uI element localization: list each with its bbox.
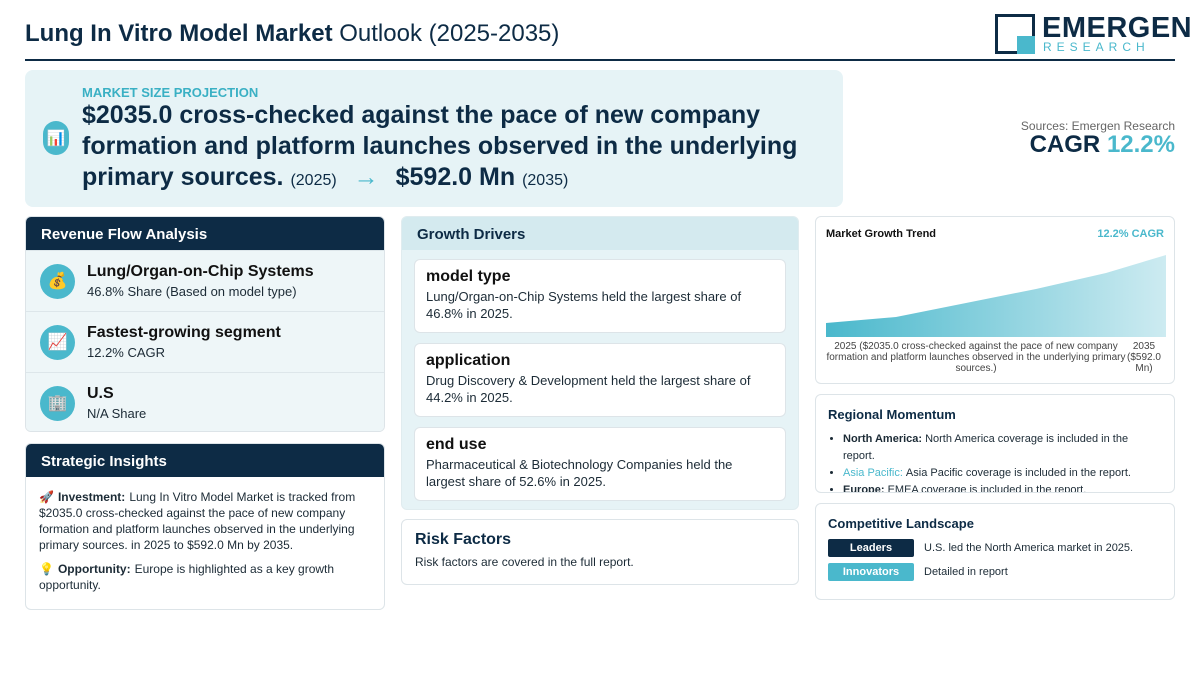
risk-text: Risk factors are covered in the full rep… xyxy=(415,555,634,569)
trend-area xyxy=(826,255,1166,337)
sources: Sources: Emergen Research xyxy=(1020,119,1175,133)
comp-row: Leaders U.S. led the North America market… xyxy=(828,539,1162,557)
insight-label: Investment: xyxy=(57,490,126,504)
comp-text: U.S. led the North America market in 202… xyxy=(924,542,1134,554)
driver-title: model type xyxy=(426,268,511,285)
card-title: Competitive Landscape xyxy=(828,516,974,531)
start-year: (2025) xyxy=(290,172,337,189)
driver-title: end use xyxy=(426,436,487,453)
risk-factors: Risk Factors Risk factors are covered in… xyxy=(401,519,799,585)
logo-mark xyxy=(995,14,1035,54)
flow-text: U.S N/A Share xyxy=(87,385,146,421)
comp-row: Innovators Detailed in report xyxy=(828,563,1162,581)
header-rule xyxy=(25,59,1175,61)
insight-label: Opportunity: xyxy=(57,562,131,576)
flow-subtitle: 12.2% CAGR xyxy=(87,345,166,360)
insight-text: Lung In Vitro Model Market is tracked fr… xyxy=(39,490,356,552)
region-item: North America:North America coverage is … xyxy=(843,431,1162,465)
region-text: EMEA coverage is included in the report. xyxy=(887,484,1087,493)
card-title: Strategic Insights xyxy=(26,444,384,477)
flow-row: 🏢 U.S N/A Share xyxy=(26,372,384,431)
flow-text: Lung/Organ-on-Chip Systems 46.8% Share (B… xyxy=(87,263,314,299)
projection-box: 📊 MARKET SIZE PROJECTION $2035.0 cross-c… xyxy=(25,70,843,207)
page-title: Lung In Vitro Model Market Outlook (2025… xyxy=(25,20,559,48)
growth-drivers: Growth Drivers model type Lung/Organ-on-C… xyxy=(401,216,799,510)
trend-badge: 12.2% CAGR xyxy=(1097,228,1164,240)
trend-card: Market Growth Trend 12.2% CAGR 2025 ($20… xyxy=(815,216,1175,384)
trend-start: 2025 ($2035.0 cross-checked against the … xyxy=(826,341,1126,374)
flow-title: U.S xyxy=(87,385,114,402)
title-bold: Lung In Vitro Model Market xyxy=(25,20,333,47)
flow-icon: 🏢 xyxy=(40,385,75,421)
competitive-card: Competitive Landscape Leaders U.S. led th… xyxy=(815,503,1175,600)
driver-text: Drug Discovery & Development held the la… xyxy=(426,373,751,405)
arrow: → xyxy=(353,163,379,191)
flow-icon: 📈 xyxy=(40,324,75,360)
trend-shape xyxy=(826,255,1166,337)
card-title: Revenue Flow Analysis xyxy=(26,217,384,250)
insight-icon: 🚀 xyxy=(39,490,54,504)
card-title: Growth Drivers xyxy=(402,217,798,250)
flow-title: Lung/Organ-on-Chip Systems xyxy=(87,263,314,280)
driver-card: end use Pharmaceutical & Biotechnology Co… xyxy=(414,427,786,501)
cagr: CAGR 12.2% xyxy=(1030,131,1175,159)
regional-card: Regional Momentum North America:North Am… xyxy=(815,394,1175,493)
region-name: Europe: xyxy=(843,484,885,493)
start-value: $2035.0 cross-checked against the pace o… xyxy=(82,101,798,191)
insight: 💡 Opportunity: Europe is highlighted as a … xyxy=(39,561,371,593)
card-title: Regional Momentum xyxy=(828,407,956,422)
driver-title: application xyxy=(426,352,511,369)
strategic-insights: Strategic Insights 🚀 Investment: Lung In V… xyxy=(25,443,385,610)
region-text: Asia Pacific coverage is included in the… xyxy=(905,467,1131,479)
insight-text: Europe is highlighted as a key growth op… xyxy=(39,562,335,592)
driver-text: Lung/Organ-on-Chip Systems held the larg… xyxy=(426,289,742,321)
logo-main: EMERGEN xyxy=(1042,12,1193,44)
region-item: Europe:EMEA coverage is included in the … xyxy=(843,482,1162,493)
logo-sub: RESEARCH xyxy=(1043,40,1150,54)
revenue-flow: Revenue Flow Analysis 💰 Lung/Organ-on-Chi… xyxy=(25,216,385,432)
driver-card: model type Lung/Organ-on-Chip Systems hel… xyxy=(414,259,786,333)
comp-text: Detailed in report xyxy=(924,566,1008,578)
region-name: North America: xyxy=(843,433,923,445)
driver-card: application Drug Discovery & Development … xyxy=(414,343,786,417)
cagr-label: CAGR xyxy=(1029,131,1101,158)
region-item: Asia Pacific:Asia Pacific coverage is in… xyxy=(843,465,1162,482)
region-name: Asia Pacific: xyxy=(843,467,903,479)
flow-icon: 💰 xyxy=(40,263,75,299)
projection-text: $2035.0 cross-checked against the pace o… xyxy=(82,100,822,196)
region-text: North America coverage is included in th… xyxy=(843,433,1129,462)
flow-subtitle: N/A Share xyxy=(87,406,147,421)
comp-tag: Leaders xyxy=(828,539,914,557)
end-value: $592.0 Mn xyxy=(395,163,516,191)
flow-subtitle: 46.8% Share (Based on model type) xyxy=(87,284,297,299)
trend-end: 2035 ($592.0 Mn) xyxy=(1127,341,1161,374)
projection-label: MARKET SIZE PROJECTION xyxy=(82,85,259,100)
comp-tag: Innovators xyxy=(828,563,914,581)
flow-row: 💰 Lung/Organ-on-Chip Systems 46.8% Share (… xyxy=(26,250,384,311)
end-year: (2035) xyxy=(522,172,569,189)
projection-icon: 📊 xyxy=(43,121,69,155)
flow-title: Fastest-growing segment xyxy=(87,324,281,341)
title-rest: Outlook (2025-2035) xyxy=(339,20,560,47)
cagr-value: 12.2% xyxy=(1106,131,1175,158)
flow-text: Fastest-growing segment 12.2% CAGR xyxy=(87,324,281,360)
insight: 🚀 Investment: Lung In Vitro Model Market i… xyxy=(39,489,371,553)
card-title: Risk Factors xyxy=(415,531,512,548)
driver-text: Pharmaceutical & Biotechnology Companies… xyxy=(426,457,733,489)
insight-icon: 💡 xyxy=(39,562,54,576)
flow-row: 📈 Fastest-growing segment 12.2% CAGR xyxy=(26,311,384,372)
trend-title: Market Growth Trend xyxy=(826,228,937,240)
